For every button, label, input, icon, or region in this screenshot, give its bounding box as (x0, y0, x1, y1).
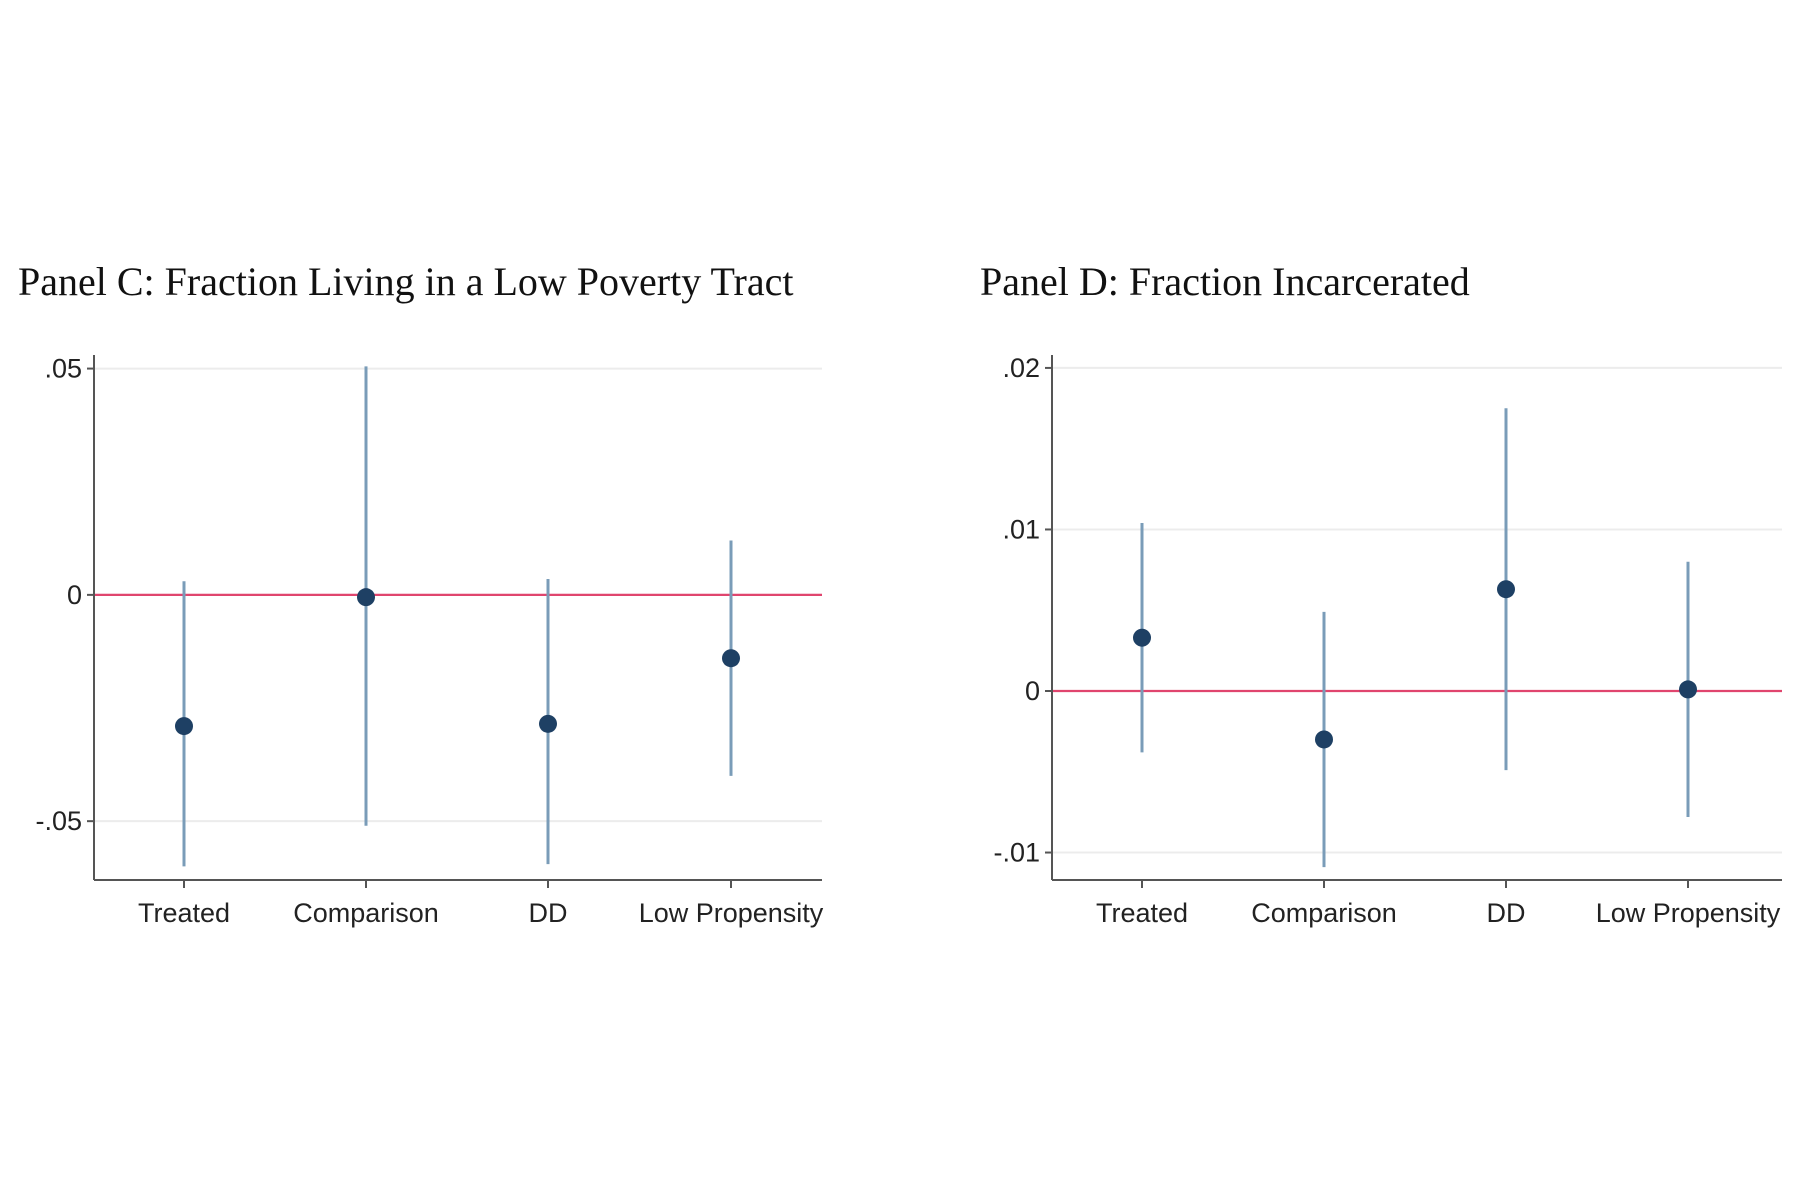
panel-d-category-label: Comparison (1251, 898, 1397, 928)
panel-d-chart: Panel D: Fraction Incarcerated -.01 0 .01.… (980, 259, 1782, 928)
panel-c-chart: Panel C: Fraction Living in a Low Povert… (18, 259, 824, 928)
panel-c-y-tick-label: .05 (44, 354, 82, 384)
panel-c-estimate-point (357, 588, 375, 607)
panel-d-title: Panel D: Fraction Incarcerated (980, 259, 1470, 304)
panel-d-estimate-point (1315, 730, 1333, 749)
panel-d-y-tick-label: 0 (1025, 676, 1040, 706)
panel-d-estimate-point (1497, 580, 1515, 599)
panel-c-title: Panel C: Fraction Living in a Low Povert… (18, 259, 794, 304)
panel-d-estimate-point (1679, 680, 1697, 699)
panel-c-category-label: Low Propensity (639, 898, 824, 928)
panel-d-y-tick-label: .01 (1002, 514, 1040, 544)
panel-d-estimate-point (1133, 628, 1151, 647)
panel-c-y-tick-label: -.05 (35, 806, 82, 836)
panel-d-category-label: DD (1487, 898, 1526, 928)
panel-d-category-label: Low Propensity (1596, 898, 1781, 928)
panel-d-category-label: Treated (1096, 898, 1188, 928)
panel-d-y-tick-label: -.01 (993, 838, 1040, 868)
panel-c-estimate-point (175, 717, 193, 736)
panel-c-estimate-point (722, 649, 740, 668)
panel-d-y-tick-label: .02 (1002, 353, 1040, 383)
panel-c-category-label: Comparison (293, 898, 439, 928)
panel-c-category-label: Treated (138, 898, 230, 928)
panel-c-estimate-point (539, 714, 557, 733)
panel-c-category-label: DD (529, 898, 568, 928)
panel-c-y-tick-label: 0 (67, 580, 82, 610)
